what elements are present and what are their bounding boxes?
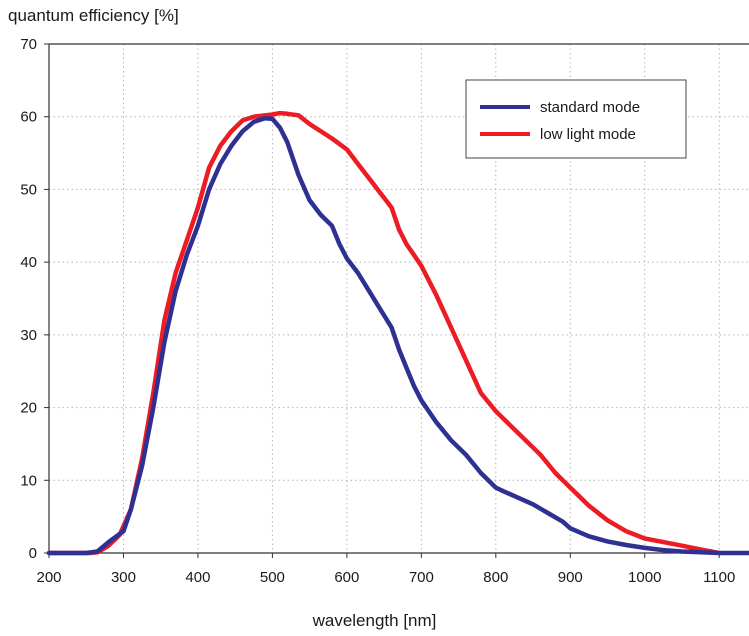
x-tick-label: 200 [36, 569, 61, 586]
x-tick-label: 1100 [703, 569, 735, 586]
y-tick-label: 0 [29, 545, 37, 562]
x-tick-label: 600 [334, 569, 359, 586]
y-tick-label: 50 [20, 181, 37, 198]
legend-box [465, 79, 687, 159]
grid [49, 44, 749, 553]
legend: standard mode low light mode [465, 79, 687, 159]
x-tick-label: 900 [558, 569, 583, 586]
y-tick-label: 30 [20, 327, 37, 344]
x-tick-label: 500 [260, 569, 285, 586]
y-axis-label: quantum efficiency [%] [8, 6, 179, 25]
x-tick-label: 400 [185, 569, 210, 586]
y-tick-label: 10 [20, 472, 37, 489]
y-tick-label: 40 [20, 254, 37, 271]
axes [44, 43, 749, 558]
x-tick-label: 800 [483, 569, 508, 586]
x-axis-label: wavelength [nm] [312, 611, 437, 630]
x-tick-label: 700 [409, 569, 434, 586]
legend-label-standard: standard mode [540, 99, 640, 116]
y-tick-label: 20 [20, 400, 37, 417]
series-line-lowlight [46, 110, 722, 556]
series-line-standard [46, 115, 749, 556]
series-lines [46, 110, 749, 556]
x-tick-label: 1000 [628, 569, 661, 586]
legend-label-lowlight: low light mode [540, 126, 636, 143]
tick-labels: 200 300 400 500 600 700 800 900 1000 1100 0 10 20 30 4… [20, 36, 735, 586]
x-tick-label: 300 [111, 569, 136, 586]
y-tick-label: 70 [20, 36, 37, 53]
y-tick-label: 60 [20, 109, 37, 126]
